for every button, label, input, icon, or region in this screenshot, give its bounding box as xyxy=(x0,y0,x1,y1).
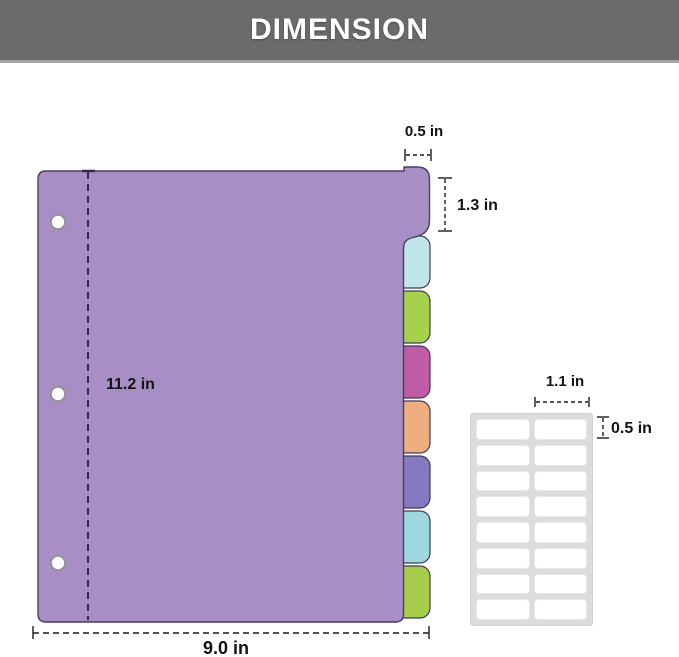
measure-tab-width xyxy=(404,149,432,161)
label-cell xyxy=(476,444,530,466)
dim-sheet-height-label: 11.2 in xyxy=(106,376,155,393)
label-cell xyxy=(476,522,530,543)
dim-tab-height-label: 1.3 in xyxy=(457,197,498,214)
dim-sheet-width-label: 9.0 in xyxy=(202,638,250,657)
label-cell xyxy=(533,522,587,543)
measure-label-height xyxy=(597,416,609,439)
label-cell xyxy=(476,496,530,517)
measure-sheet-height xyxy=(82,169,95,620)
measure-sheet-width xyxy=(32,626,430,639)
dim-label-height-label: 0.5 in xyxy=(611,420,652,437)
label-sheet xyxy=(470,413,593,626)
label-cell xyxy=(533,496,587,517)
label-cell xyxy=(533,419,587,440)
measure-label-width xyxy=(534,397,590,407)
label-cell xyxy=(476,573,530,595)
label-cell xyxy=(533,599,587,620)
dim-tab-width-label: 0.5 in xyxy=(404,123,444,140)
label-cell xyxy=(533,547,587,569)
label-cell xyxy=(476,547,530,569)
label-cell xyxy=(476,470,530,492)
measure-tab-height xyxy=(438,177,452,232)
binder-hole-middle xyxy=(50,386,66,402)
divider-sheet xyxy=(37,166,431,623)
binder-hole-top xyxy=(50,214,66,230)
binder-hole-bottom xyxy=(50,555,66,571)
header-banner: DIMENSION xyxy=(0,0,679,63)
label-cell xyxy=(533,470,587,492)
label-cell xyxy=(476,599,530,620)
label-cell xyxy=(533,573,587,595)
dim-label-width-label: 1.1 in xyxy=(545,373,585,390)
label-cell xyxy=(476,419,530,440)
label-cell xyxy=(533,444,587,466)
header-title: DIMENSION xyxy=(249,13,429,46)
